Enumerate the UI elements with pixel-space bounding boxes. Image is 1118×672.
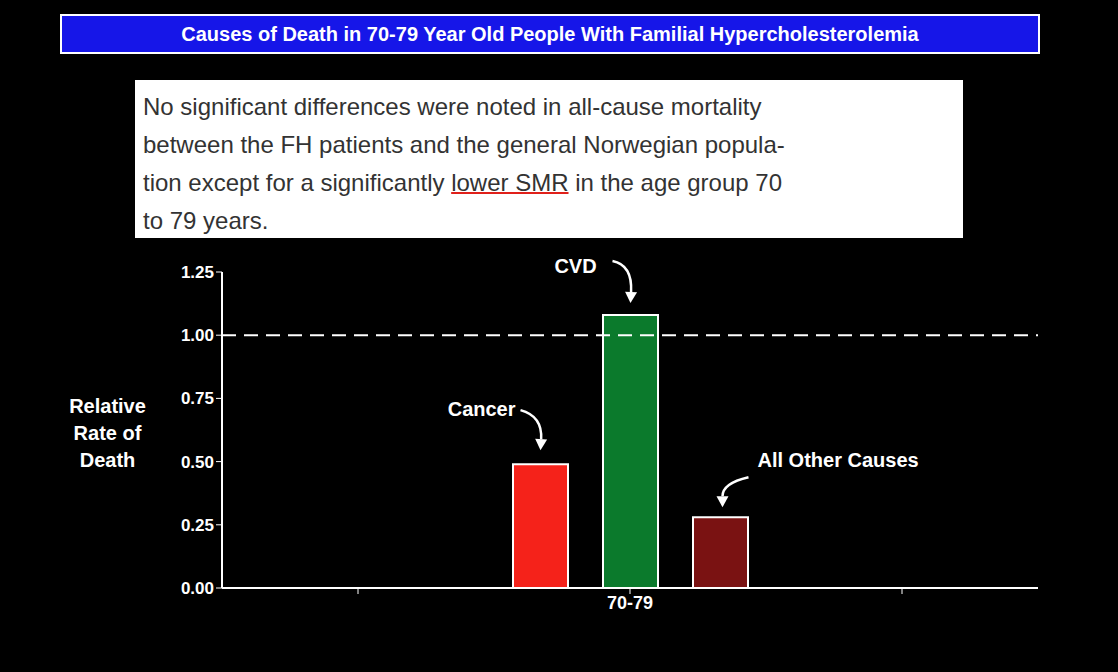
html-text:between the FH patients and th: between the FH patients and the general … [143,131,785,158]
svg-text:0.00: 0.00 [181,579,214,598]
svg-text:0.50: 0.50 [181,453,214,472]
html-text:to 79 years.: to 79 years. [143,207,269,234]
svg-text:CVD: CVD [554,255,596,277]
html-text:Causes of Death in 70-79 Year: Causes of Death in 70-79 Year Old People… [181,22,919,45]
svg-text:Cancer: Cancer [448,398,516,420]
html-text:tion except for a significantl: tion except for a significantly lower SM… [143,169,782,196]
svg-text:All Other Causes: All Other Causes [758,449,919,471]
html-text:Relative Rate of Death: Relative Rate of Death [69,395,146,471]
svg-text:0.75: 0.75 [181,389,214,408]
svg-text:0.25: 0.25 [181,516,214,535]
svg-text:1.00: 1.00 [181,326,214,345]
svg-text:1.25: 1.25 [181,263,214,282]
svg-text:70-79: 70-79 [607,593,653,613]
html-text:No significant differences wer: No significant differences were noted in… [143,93,762,120]
